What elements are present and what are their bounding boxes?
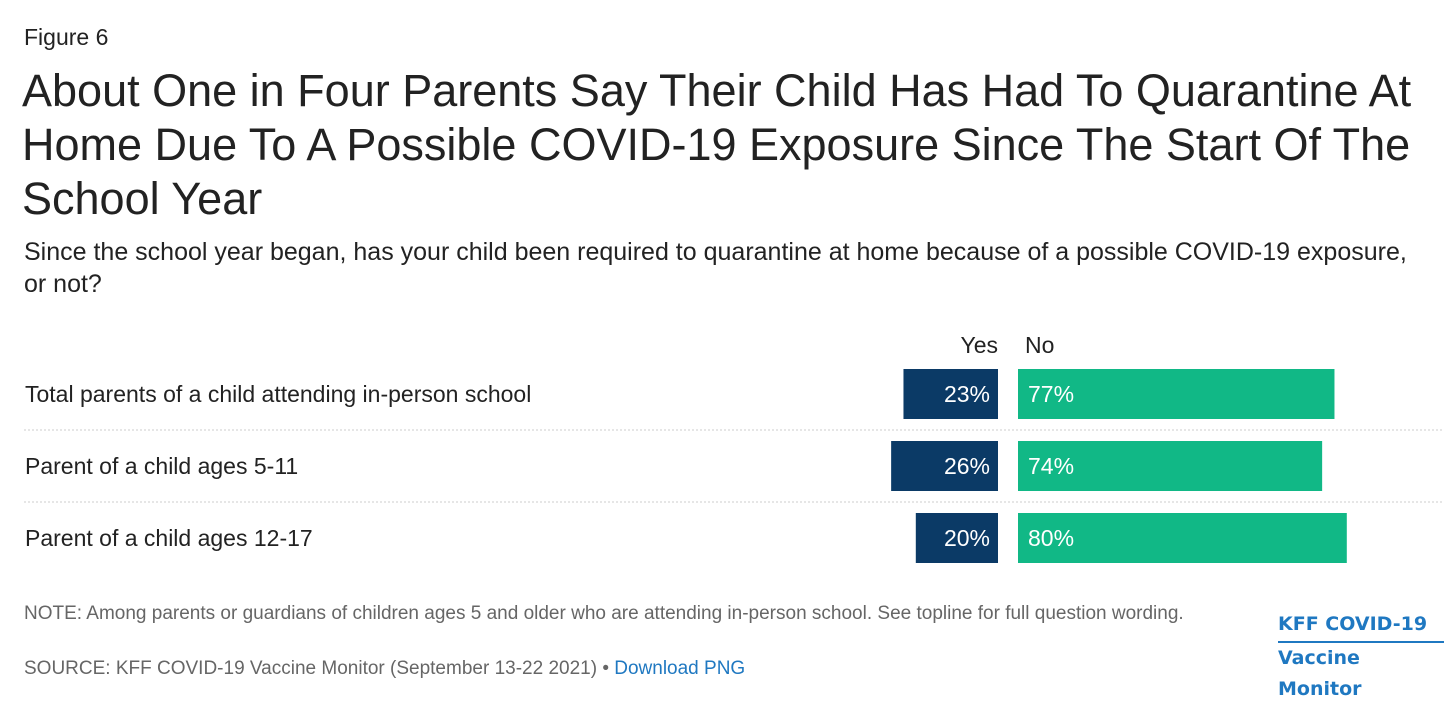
data-label-no: 74% [1028, 453, 1074, 479]
bar-chart: Yes No Total parents of a child attending … [24, 332, 1442, 563]
logo-line-1: KFF COVID-19 [1278, 609, 1444, 643]
figure-label: Figure 6 [24, 24, 109, 50]
bar-no [1018, 513, 1347, 563]
chart-note: NOTE: Among parents or guardians of chil… [24, 603, 1184, 624]
category-label: Total parents of a child attending in-pe… [25, 381, 531, 407]
data-label-no: 80% [1028, 525, 1074, 551]
bar-yes [891, 441, 998, 491]
legend-yes: Yes [960, 332, 998, 358]
data-label-yes: 26% [944, 453, 990, 479]
chart-title: About One in Four Parents Say Their Chil… [22, 65, 1412, 224]
category-label: Parent of a child ages 12-17 [25, 525, 313, 551]
download-png-link[interactable]: Download PNG [614, 658, 746, 679]
logo-line-2: Vaccine Monitor [1278, 647, 1362, 700]
category-label: Parent of a child ages 5-11 [25, 453, 298, 479]
legend-no: No [1025, 332, 1054, 358]
bar-yes [915, 513, 998, 563]
bar-no [1018, 441, 1323, 491]
kff-logo: KFF COVID-19 Vaccine Monitor [1278, 609, 1444, 705]
data-label-yes: 20% [944, 525, 990, 551]
bar-yes [903, 369, 998, 419]
data-label-yes: 23% [944, 381, 990, 407]
data-label-no: 77% [1028, 381, 1074, 407]
source-text: SOURCE: KFF COVID-19 Vaccine Monitor (Se… [24, 658, 609, 679]
chart-source: SOURCE: KFF COVID-19 Vaccine Monitor (Se… [24, 656, 745, 681]
chart-subtitle: Since the school year began, has your ch… [24, 238, 1407, 298]
bar-no [1018, 369, 1335, 419]
